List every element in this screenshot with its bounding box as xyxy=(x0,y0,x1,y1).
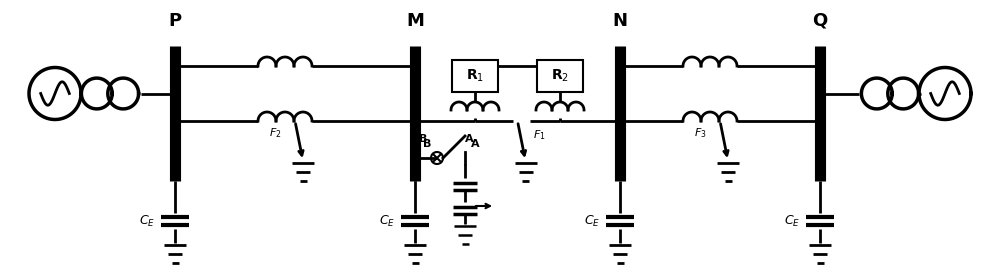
Text: $C_E$: $C_E$ xyxy=(584,213,600,229)
Text: $\mathbf{R}_{2}$: $\mathbf{R}_{2}$ xyxy=(551,68,569,84)
Text: A: A xyxy=(471,139,479,149)
Text: $C_E$: $C_E$ xyxy=(784,213,800,229)
Text: B: B xyxy=(419,134,427,144)
Text: $\mathit{F}_2$: $\mathit{F}_2$ xyxy=(269,126,281,140)
Text: $\mathbf{N}$: $\mathbf{N}$ xyxy=(612,12,628,30)
Text: $\mathit{F}_3$: $\mathit{F}_3$ xyxy=(694,126,706,140)
Text: $\mathbf{M}$: $\mathbf{M}$ xyxy=(406,12,424,30)
Text: $\mathbf{Q}$: $\mathbf{Q}$ xyxy=(812,12,828,31)
Text: B: B xyxy=(423,139,431,149)
Text: $\mathbf{R}_{1}$: $\mathbf{R}_{1}$ xyxy=(466,68,484,84)
Text: A: A xyxy=(465,134,473,144)
FancyBboxPatch shape xyxy=(452,60,498,92)
FancyBboxPatch shape xyxy=(537,60,583,92)
Text: $\mathbf{P}$: $\mathbf{P}$ xyxy=(168,12,182,30)
Text: $C_E$: $C_E$ xyxy=(379,213,395,229)
Text: $\mathit{F}_1$: $\mathit{F}_1$ xyxy=(533,128,546,142)
Text: $C_E$: $C_E$ xyxy=(139,213,155,229)
